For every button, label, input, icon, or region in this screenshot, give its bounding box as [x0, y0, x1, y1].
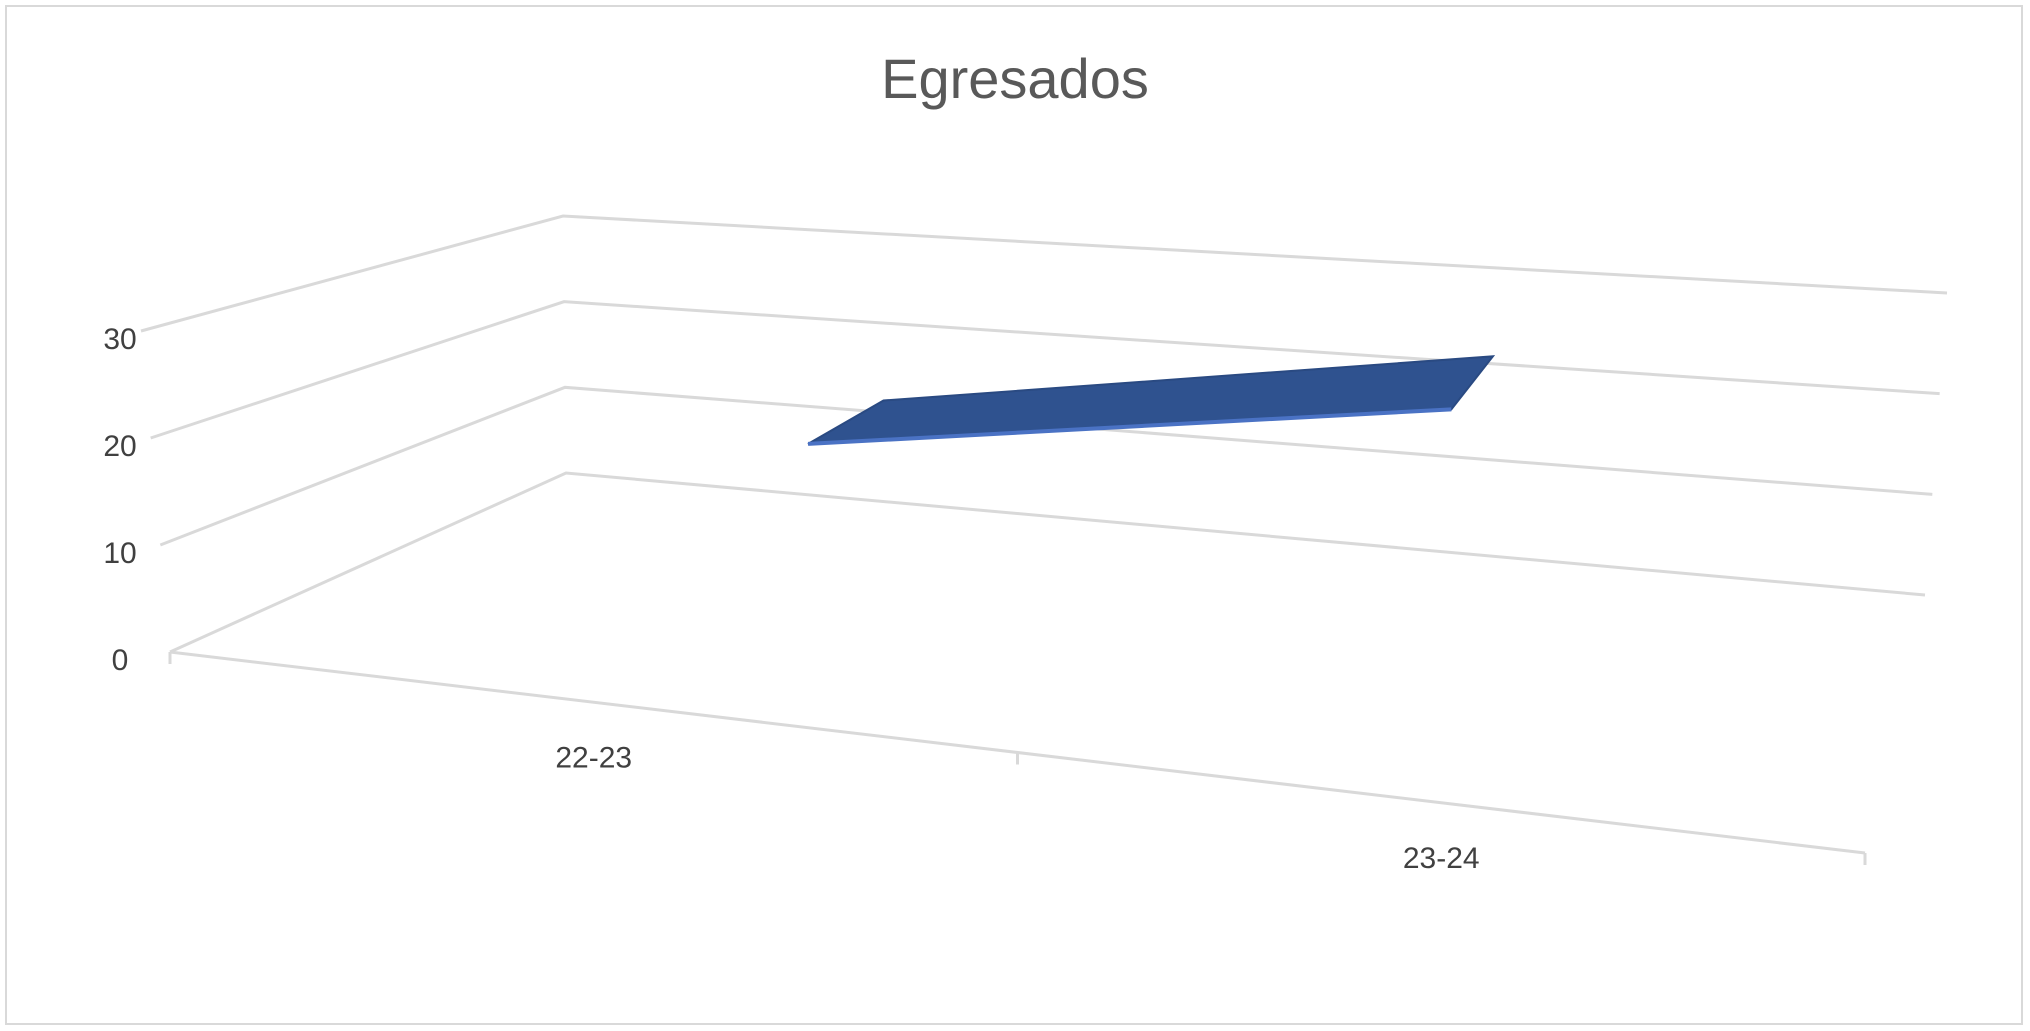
- y-tick-label: 20: [103, 430, 136, 463]
- axes: [168, 650, 1867, 865]
- chart-title: Egresados: [881, 47, 1149, 110]
- y-tick-label: 10: [103, 537, 136, 570]
- series-ribbon: [807, 355, 1496, 445]
- chart-frame: [5, 5, 2023, 1025]
- gridline-0: [169, 471, 1926, 654]
- series-layer: [807, 355, 1496, 446]
- x-tick-label: 23-24: [1403, 842, 1480, 875]
- gridline-1: [159, 385, 1933, 547]
- x-tick-label: 22-23: [555, 741, 632, 774]
- axis-labels: 0 10 20 30 22-23 23-24: [103, 323, 1479, 875]
- gridline-3: [140, 214, 1948, 333]
- series-line: [807, 407, 1452, 446]
- gridlines: [140, 214, 1948, 654]
- y-tick-label: 30: [103, 323, 136, 356]
- y-tick-label: 0: [112, 644, 129, 677]
